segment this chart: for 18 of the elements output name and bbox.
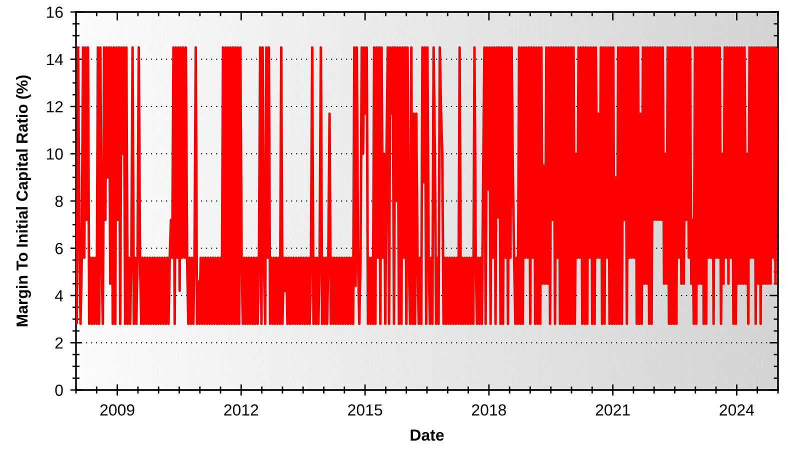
y-tick-label: 8	[55, 196, 63, 207]
y-tick-label: 10	[46, 148, 63, 160]
x-tick-label: 2024	[720, 404, 754, 416]
y-tick-label: 4	[54, 290, 64, 302]
x-tick-label: 2015	[348, 404, 382, 416]
x-tick-label: 2012	[224, 404, 258, 416]
y-tick-label: 12	[46, 101, 63, 112]
x-axis-title: Date	[410, 430, 444, 441]
y-axis-title: Margin To Initial Capital Ratio (%)	[16, 75, 31, 326]
y-tick-label: 6	[55, 242, 63, 254]
x-tick-label: 2009	[100, 404, 134, 416]
y-tick-label: 16	[46, 6, 63, 18]
x-tick-label: 2018	[472, 404, 506, 416]
y-tick-label: 0	[55, 384, 63, 396]
y-tick-label: 14	[46, 54, 64, 66]
line-series	[76, 46, 778, 326]
y-tick-label: 2	[55, 337, 63, 349]
x-tick-label: 2021	[596, 404, 630, 416]
